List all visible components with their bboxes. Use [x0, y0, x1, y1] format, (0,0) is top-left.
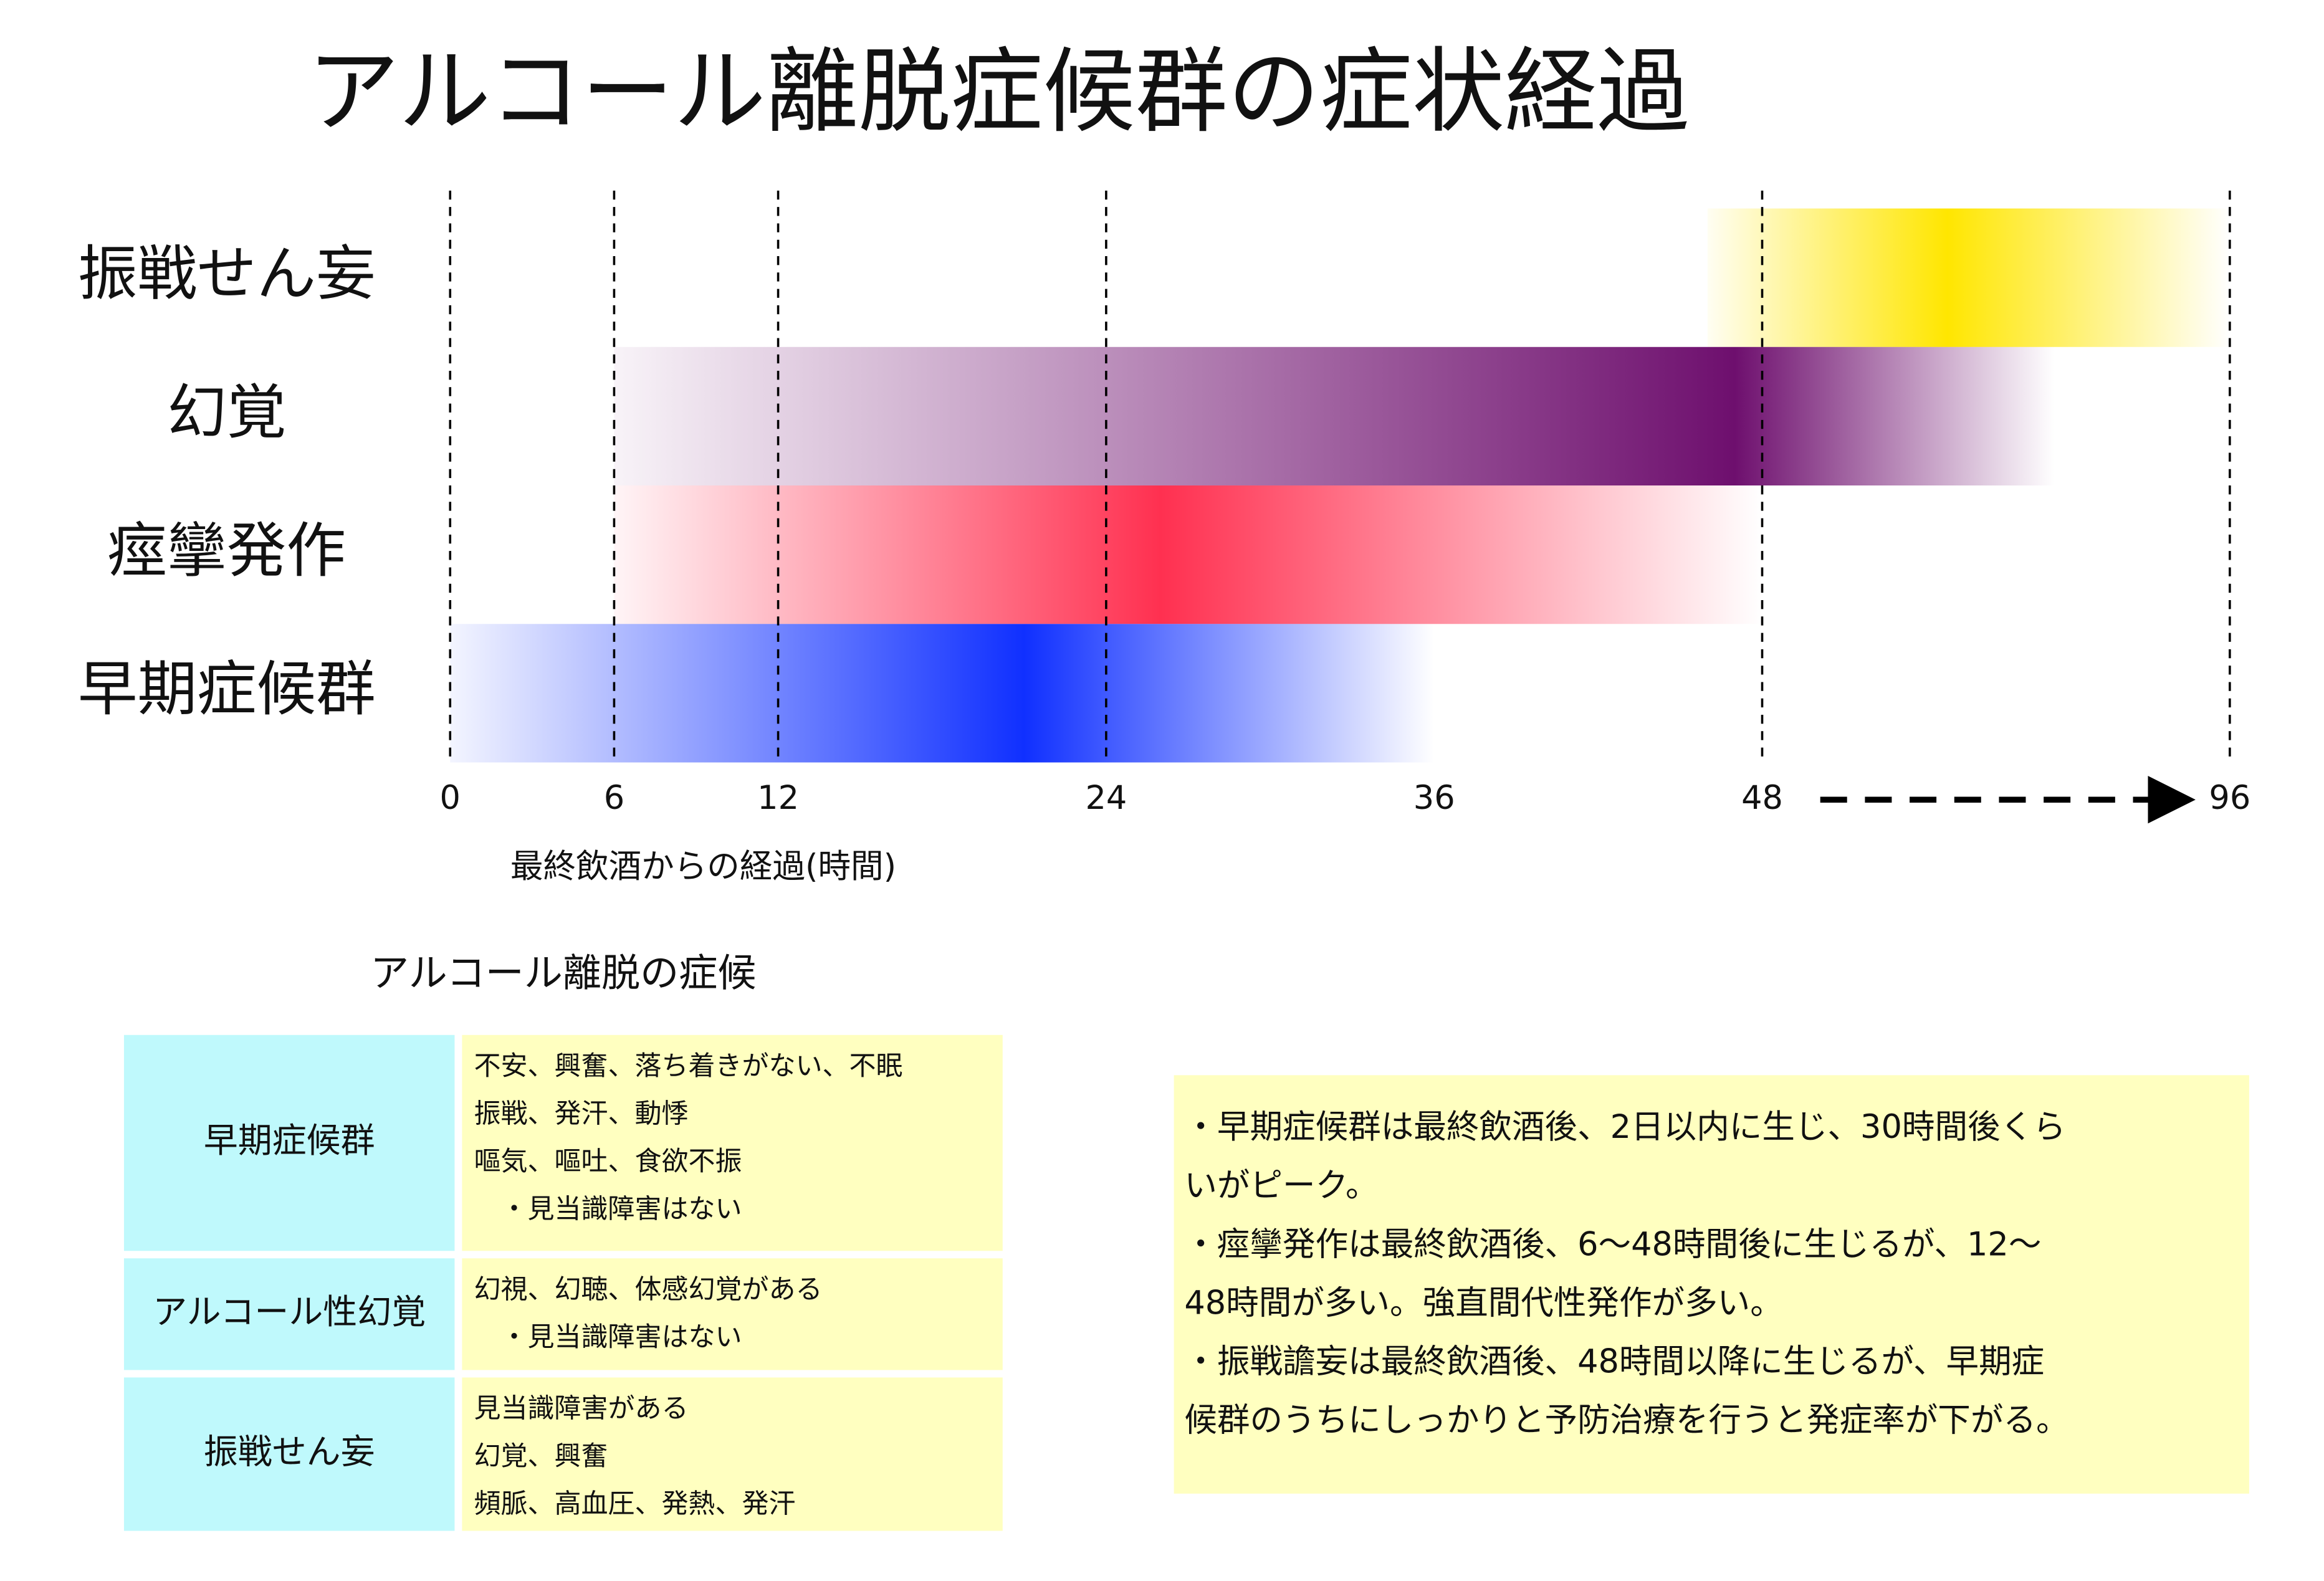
- note-line: 候群のうちにしっかりと予防治療を行うと発症率が下がる。: [1184, 1402, 2068, 1440]
- x-tick-label: 96: [2209, 779, 2250, 817]
- table-header-cell: [123, 1258, 455, 1370]
- cell-line: 頻脈、高血圧、発熱、発汗: [474, 1488, 795, 1519]
- cell-line: 見当識障害がある: [474, 1393, 688, 1424]
- cell-line: 幻覚、興奮: [474, 1441, 608, 1472]
- table-title: アルコール離脱の症候: [370, 950, 756, 995]
- note-line: 48時間が多い。強直間代性発作が多い。: [1184, 1284, 1782, 1322]
- row-label: 痙攣発作: [108, 515, 346, 585]
- table-cell: [462, 1258, 1003, 1370]
- x-tick-label: 12: [757, 779, 799, 817]
- cell-line: ・見当識障害はない: [474, 1322, 742, 1353]
- x-tick-label: 24: [1085, 779, 1127, 817]
- cell-line: 不安、興奮、落ち着きがない、不眠: [474, 1051, 902, 1082]
- range-bar: [614, 485, 1762, 624]
- row-label: 幻覚: [167, 377, 286, 447]
- x-tick-label: 0: [440, 779, 461, 817]
- row-label: 早期症候群: [78, 654, 376, 724]
- note-line: ・早期症候群は最終飲酒後、2日以内に生じ、30時間後くら: [1184, 1108, 2065, 1146]
- x-tick-label: 36: [1413, 779, 1455, 817]
- chart-title: アルコール離脱症候群の症状経過: [307, 37, 1690, 145]
- notes-box: [1174, 1075, 2249, 1494]
- cell-line: 振戦、発汗、動悸: [474, 1098, 688, 1129]
- x-axis-label: 最終飲酒からの経過(時間): [510, 848, 896, 886]
- cell-line: 幻視、幻聴、体感幻覚がある: [474, 1274, 822, 1305]
- note-line: ・痙攣発作は最終飲酒後、6〜48時間後に生じるが、12〜: [1184, 1225, 2041, 1263]
- cell-line: 嘔気、嘔吐、食欲不振: [474, 1146, 742, 1177]
- cell-line: ・見当識障害はない: [474, 1193, 742, 1225]
- table-cell: [462, 1034, 1003, 1251]
- table-cell: [462, 1377, 1003, 1531]
- note-line: いがピーク。: [1184, 1167, 1378, 1205]
- range-bar: [614, 346, 2055, 486]
- row-header: 振戦せん妄: [204, 1432, 375, 1472]
- note-line: ・振戦譫妄は最終飲酒後、48時間以降に生じるが、早期症: [1184, 1343, 2044, 1381]
- table-header-cell: [123, 1377, 455, 1531]
- range-bar: [450, 624, 1435, 763]
- row-header: 早期症候群: [204, 1120, 375, 1160]
- row-header: アルコール性幻覚: [153, 1292, 426, 1332]
- x-tick-label: 6: [604, 779, 624, 817]
- table-header-cell: [123, 1034, 455, 1251]
- row-label: 振戦せん妄: [78, 239, 376, 308]
- range-bar: [1707, 208, 2230, 347]
- x-tick-label: 48: [1741, 779, 1783, 817]
